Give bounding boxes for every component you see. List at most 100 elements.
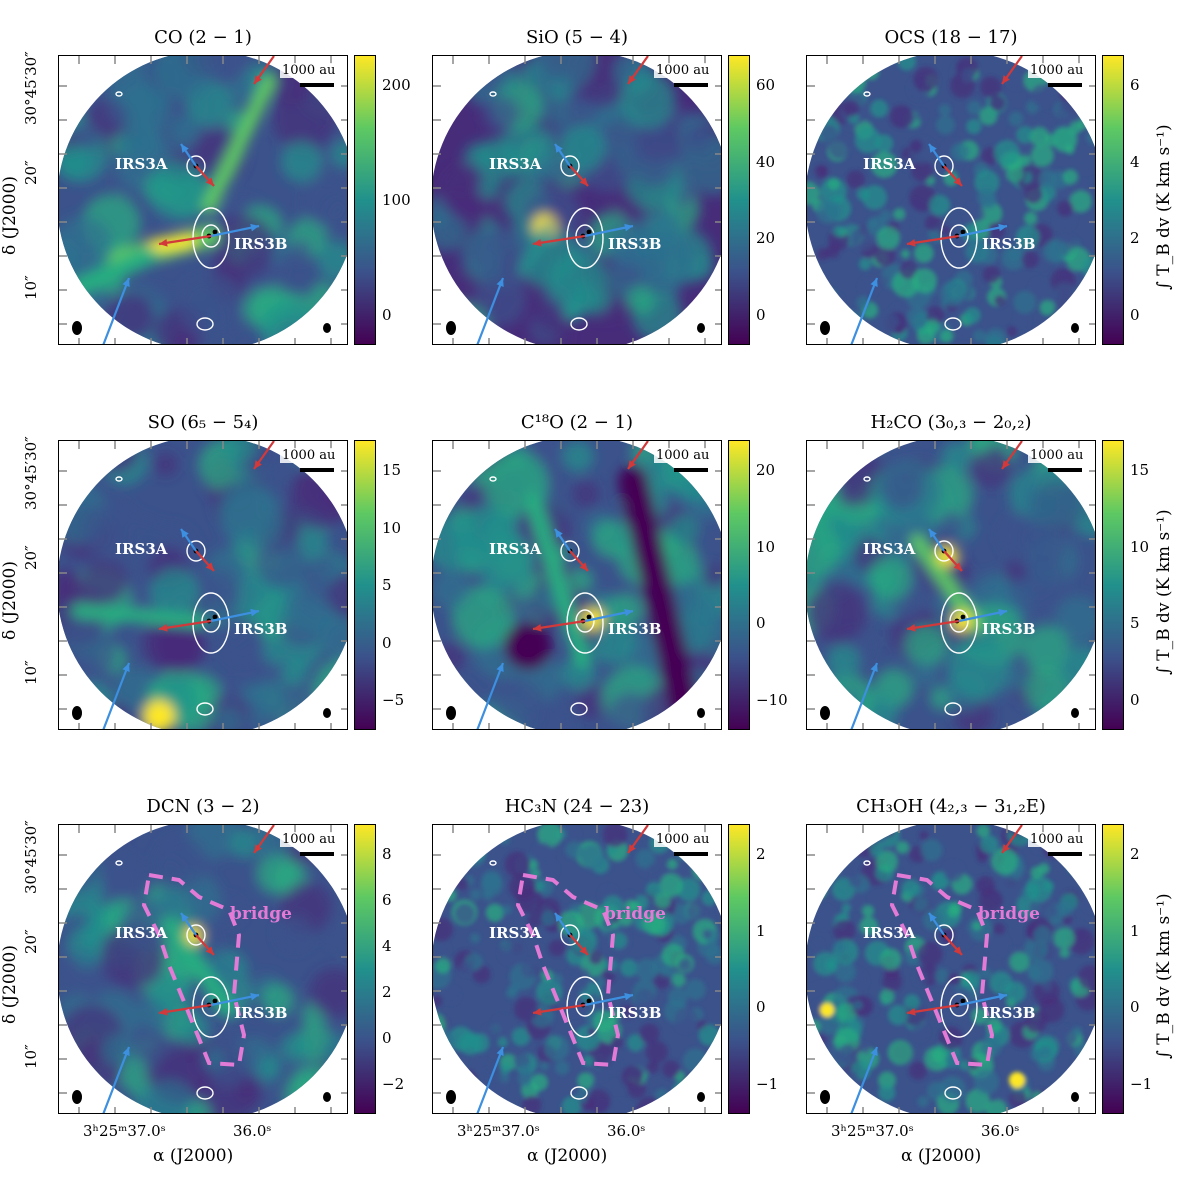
scale-bar	[1048, 83, 1082, 87]
map-panel	[432, 824, 722, 1114]
label-irs3b: IRS3B	[608, 235, 662, 253]
beam-ellipse-right	[323, 1092, 331, 1102]
beam-ellipse-left	[820, 706, 830, 720]
label-irs3b: IRS3B	[234, 620, 288, 638]
xtick-label: 36.0ˢ	[981, 1122, 1020, 1140]
label-irs3b: IRS3B	[234, 1004, 288, 1022]
scale-label: 1000 au	[280, 832, 338, 847]
map-image	[433, 56, 721, 344]
outflow-arrow-blue-large-head	[870, 278, 878, 287]
map-image	[807, 441, 1095, 729]
contour-irs3b-inner	[201, 993, 221, 1017]
colorbar-axis-label: ∫ T_B dv (K km s⁻¹)	[1154, 509, 1174, 675]
contour-blob	[570, 702, 588, 716]
outflow-arrow-blue-head	[929, 913, 937, 922]
x-axis-label: α (J2000)	[901, 1146, 982, 1166]
outflow-arrow-red-large-head	[254, 844, 262, 853]
bridge-region	[515, 872, 621, 1068]
label-irs3b: IRS3B	[982, 1004, 1036, 1022]
map-panel	[58, 824, 348, 1114]
outflow-arrow-red-head	[159, 238, 168, 247]
outflow-arrow-blue-large	[102, 662, 131, 729]
panel-title: SO (6₅ − 5₄)	[147, 412, 259, 433]
beam-ellipse-right	[1071, 708, 1079, 718]
outflow-arrow-blue-large-head	[122, 278, 130, 287]
contour-irs3a	[186, 924, 206, 946]
colorbar-tick-label: 6	[1130, 76, 1140, 94]
label-irs3b: IRS3B	[982, 620, 1036, 638]
outflow-arrow-blue	[958, 609, 1008, 623]
map-panel	[806, 824, 1096, 1114]
outflow-arrow-blue-large	[102, 277, 131, 344]
y-axis-label: δ (J2000)	[0, 561, 20, 640]
contour-dot	[863, 91, 871, 97]
colorbar	[728, 440, 750, 730]
contour-irs3b-inner	[201, 609, 221, 633]
outflow-arrow-blue-large-head	[122, 1047, 130, 1056]
outflow-arrow-red	[158, 619, 212, 631]
colorbar-tick-label: −10	[756, 691, 788, 709]
contour-irs3b-inner	[201, 224, 221, 248]
beam-ellipse-left	[446, 321, 456, 335]
ytick-label: 10″	[22, 660, 40, 685]
colorbar	[728, 55, 750, 345]
map-panel	[806, 55, 1096, 345]
label-irs3a: IRS3A	[489, 540, 542, 558]
colorbar-tick-label: 5	[382, 576, 392, 594]
colorbar-tick-label: 1	[1130, 921, 1140, 940]
outflow-arrow-red-head	[579, 562, 588, 571]
outflow-arrow-red-head	[579, 177, 588, 186]
beam-ellipse-right	[697, 708, 705, 718]
outflow-arrow-red-head	[953, 177, 962, 186]
contour-dot	[489, 476, 497, 482]
outflow-arrow-blue-head	[181, 144, 189, 153]
beam-ellipse-left	[72, 321, 82, 335]
xtick-label: 36.0ˢ	[233, 1122, 272, 1140]
colorbar-tick-label: 0	[382, 306, 392, 324]
source-marker	[586, 614, 592, 620]
outflow-arrow-blue-head	[929, 529, 937, 538]
label-bridge: bridge	[978, 904, 1040, 924]
colorbar	[354, 824, 376, 1114]
scale-bar	[300, 83, 334, 87]
contour-irs3a	[186, 540, 206, 562]
y-axis-label: δ (J2000)	[0, 176, 20, 255]
xtick-label: 3ʰ25ᵐ37.0ˢ	[83, 1122, 166, 1140]
scale-bar	[1048, 468, 1082, 472]
colorbar-tick-label: −1	[1130, 1075, 1153, 1093]
ytick-label: 30°45′30″	[22, 436, 40, 510]
outflow-arrow-blue-large-head	[122, 663, 130, 672]
label-irs3a: IRS3A	[115, 540, 168, 558]
outflow-arrow-blue-head	[624, 223, 633, 232]
colorbar-tick-label: 20	[756, 461, 776, 479]
x-axis-label: α (J2000)	[527, 1146, 608, 1166]
outflow-arrow-red-head	[579, 946, 588, 955]
outflow-arrow-blue	[210, 609, 260, 623]
contour-dot	[115, 860, 123, 866]
colorbar-tick-label: 0	[756, 614, 766, 633]
contour-irs3a	[560, 155, 580, 177]
colorbar	[728, 824, 750, 1114]
colorbar	[1102, 440, 1124, 730]
label-irs3b: IRS3B	[234, 235, 288, 253]
source-marker	[960, 998, 966, 1004]
colorbar-tick-label: 0	[756, 306, 766, 324]
outflow-arrow-blue-head	[250, 223, 259, 232]
outflow-arrow-red	[158, 1003, 212, 1015]
source-marker	[960, 229, 966, 235]
contour-blob	[570, 1086, 588, 1100]
outflow-arrow-red-head	[159, 1007, 168, 1016]
contour-dot	[489, 91, 497, 97]
panel-title: C¹⁸O (2 − 1)	[520, 412, 634, 433]
contour-blob	[570, 317, 588, 331]
contour-irs3b-inner	[575, 224, 595, 248]
outflow-arrow-red-large-head	[628, 75, 636, 84]
source-marker	[586, 229, 592, 235]
ytick-label: 10″	[22, 275, 40, 300]
outflow-arrow-red-head	[205, 946, 214, 955]
contour-irs3b-inner	[575, 609, 595, 633]
contour-dot	[115, 91, 123, 97]
outflow-arrow-blue-head	[998, 223, 1007, 232]
beam-ellipse-left	[820, 321, 830, 335]
bridge-region	[889, 872, 995, 1068]
